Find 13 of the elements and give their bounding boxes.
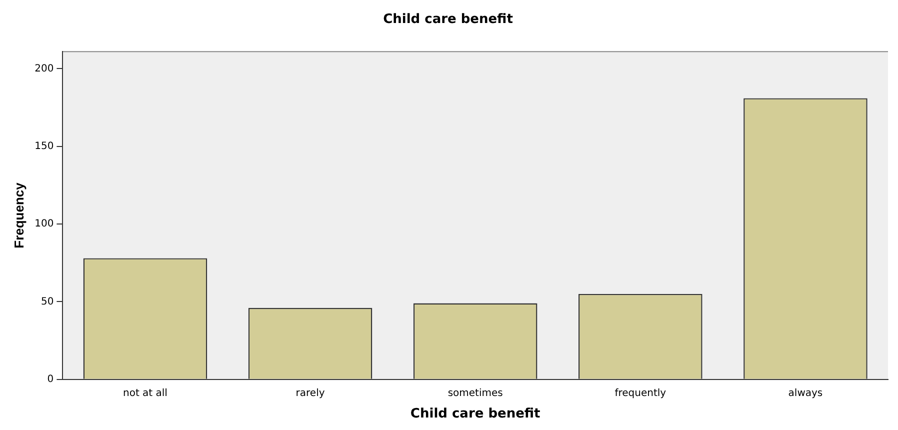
x-tick-label: frequently — [614, 388, 666, 399]
y-tick-label: 0 — [47, 374, 54, 385]
x-tick-label: not at all — [122, 388, 168, 399]
x-tick-label: rarely — [296, 388, 325, 399]
x-tick-label: sometimes — [448, 388, 503, 399]
y-tick-label: 200 — [34, 63, 54, 74]
x-tick-label: always — [788, 388, 823, 399]
y-axis-title: Frequency — [11, 182, 26, 248]
x-axis-title: Child care benefit — [410, 406, 540, 422]
chart-title: Child care benefit — [383, 12, 513, 28]
y-tick-label: 100 — [34, 218, 54, 230]
y-tick-label: 150 — [34, 140, 54, 152]
y-tick-label: 50 — [40, 296, 54, 308]
